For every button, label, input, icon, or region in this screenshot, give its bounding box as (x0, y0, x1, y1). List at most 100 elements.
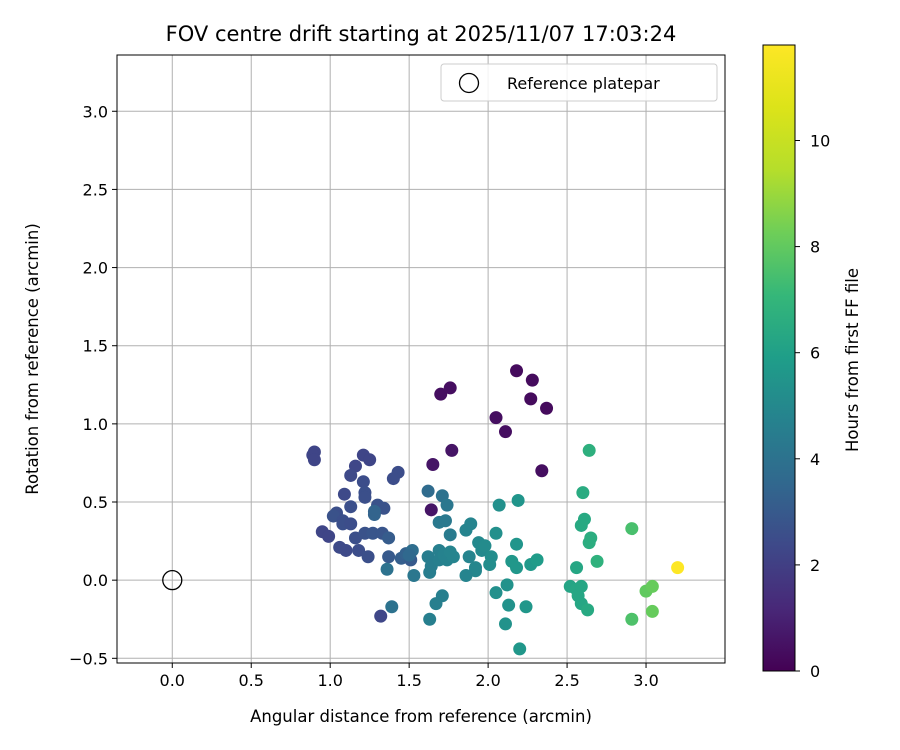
reference-marker-group (162, 570, 183, 591)
data-point (361, 550, 375, 564)
data-point (492, 498, 506, 512)
colorbar: 0 2 4 6 8 10 Hours from first FF file (762, 44, 862, 681)
data-point (322, 529, 336, 543)
data-point (426, 458, 440, 472)
data-point (434, 387, 448, 401)
data-point (582, 443, 596, 457)
data-point (570, 561, 584, 575)
data-point (489, 586, 503, 600)
data-point (519, 600, 533, 614)
data-point (380, 562, 394, 576)
data-point (429, 597, 443, 611)
x-tick-label: 0.0 (160, 671, 185, 690)
grid (117, 55, 725, 663)
data-point (576, 486, 590, 500)
data-point (525, 373, 539, 387)
data-point (344, 517, 358, 531)
data-point (489, 526, 503, 540)
y-axis-label: Rotation from reference (arcmin) (23, 223, 42, 495)
x-tick-label: 3.0 (633, 671, 658, 690)
y-axis-ticks: −0.5 0.0 0.5 1.0 1.5 2.0 2.5 3.0 (69, 102, 117, 668)
data-point (584, 531, 598, 545)
data-point (367, 508, 381, 522)
x-tick-label: 1.5 (396, 671, 421, 690)
data-point (510, 561, 524, 575)
colorbar-gradient (762, 44, 796, 672)
colorbar-tick-label: 2 (810, 556, 820, 575)
legend-box (440, 63, 718, 102)
data-point (511, 493, 525, 507)
x-tick-label: 0.5 (239, 671, 264, 690)
y-tick-label: 0.0 (83, 571, 108, 590)
data-point (530, 553, 544, 567)
data-point (443, 381, 457, 395)
data-point (645, 579, 659, 593)
data-point (402, 548, 416, 562)
data-point (459, 568, 473, 582)
data-point (502, 598, 516, 612)
data-point (625, 522, 639, 536)
y-tick-label: 1.0 (83, 415, 108, 434)
data-point (446, 550, 460, 564)
colorbar-tick-label: 10 (810, 131, 830, 150)
data-point (535, 464, 549, 478)
legend: Reference platepar (440, 63, 718, 102)
data-point (500, 578, 514, 592)
data-point (423, 565, 437, 579)
y-tick-label: 2.5 (83, 180, 108, 199)
data-point (382, 550, 396, 564)
data-point (440, 498, 454, 512)
data-point (498, 425, 512, 439)
colorbar-ticks: 0 2 4 6 8 10 (795, 131, 830, 681)
data-point (382, 531, 396, 545)
data-point (581, 603, 595, 617)
plot-frame (116, 54, 726, 664)
data-point (307, 453, 321, 467)
data-point (386, 472, 400, 486)
x-axis-label: Angular distance from reference (arcmin) (250, 707, 592, 726)
y-tick-label: −0.5 (69, 649, 108, 668)
legend-marker-icon (458, 72, 480, 94)
data-point (339, 543, 353, 557)
y-tick-label: 2.0 (83, 259, 108, 278)
data-point (590, 554, 604, 568)
x-tick-label: 1.0 (317, 671, 342, 690)
data-point (510, 364, 524, 378)
data-point (540, 401, 554, 415)
colorbar-tick-label: 4 (810, 450, 820, 469)
data-point (385, 600, 399, 614)
y-tick-label: 1.5 (83, 337, 108, 356)
colorbar-tick-label: 0 (810, 662, 820, 681)
data-point (374, 609, 388, 623)
data-point (625, 612, 639, 626)
data-point (356, 475, 370, 489)
data-point (510, 537, 524, 551)
colorbar-tick-label: 8 (810, 238, 820, 257)
colorbar-label: Hours from first FF file (843, 268, 862, 452)
data-point (421, 484, 435, 498)
chart-title: FOV centre drift starting at 2025/11/07 … (166, 22, 677, 46)
legend-label: Reference platepar (507, 74, 660, 93)
data-point (423, 612, 437, 626)
data-point (478, 539, 492, 553)
data-point (352, 543, 366, 557)
data-point (483, 558, 497, 572)
data-point (438, 514, 452, 528)
data-point (366, 526, 380, 540)
data-point (424, 503, 438, 517)
data-point (344, 500, 358, 514)
data-point (513, 642, 527, 656)
x-axis-ticks: 0.0 0.5 1.0 1.5 2.0 2.5 3.0 (160, 663, 659, 690)
scatter-points (306, 364, 685, 656)
data-point (489, 411, 503, 425)
data-point (363, 453, 377, 467)
data-point (524, 392, 538, 406)
x-tick-label: 2.0 (475, 671, 500, 690)
data-point (407, 568, 421, 582)
data-point (445, 443, 459, 457)
data-point (574, 579, 588, 593)
data-point (462, 550, 476, 564)
data-point (344, 468, 358, 482)
plot-background (117, 55, 725, 663)
